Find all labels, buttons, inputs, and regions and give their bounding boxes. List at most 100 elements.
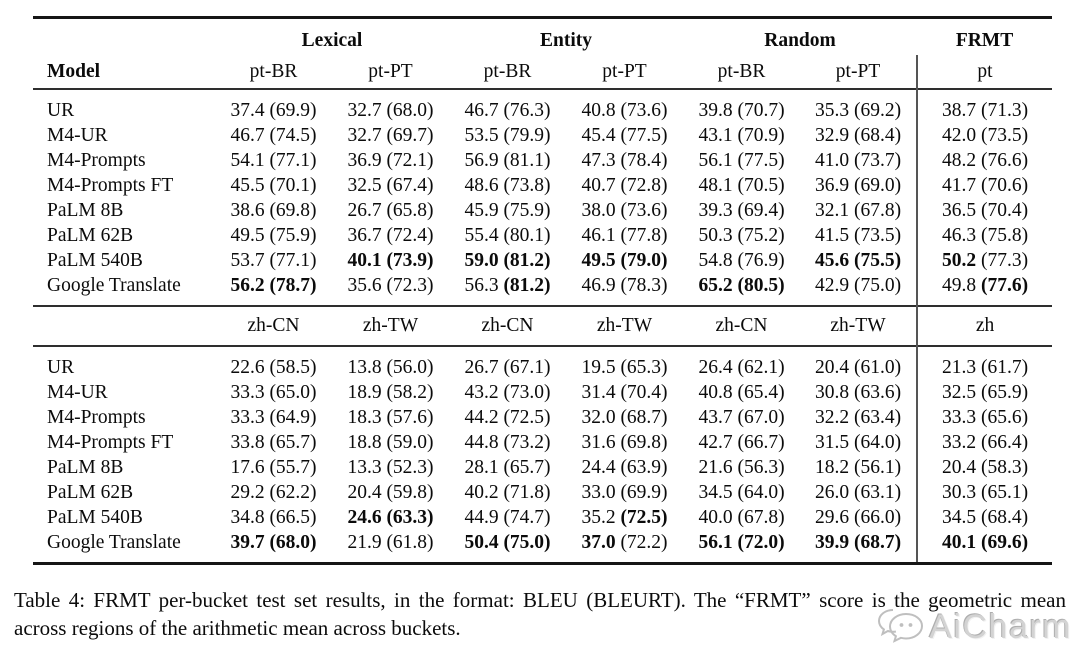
score-cell: 46.9 (78.3) <box>581 274 668 296</box>
table-row: M4-Prompts FT 33.8 (65.7) 18.8 (59.0) 44.8 … <box>33 430 1053 455</box>
score-cell: 38.6 (69.8) <box>230 199 317 221</box>
score-cell: 49.8 (77.6) <box>916 273 1053 306</box>
results-table: Lexical Entity Random FRMT Model pt-BR p… <box>33 16 1053 565</box>
model-name: PaLM 8B <box>47 199 124 221</box>
score-cell: 36.9 (69.0) <box>814 174 902 196</box>
score-cell: 46.7 (76.3) <box>464 99 551 121</box>
score-cell: 56.1 (72.0) <box>698 531 785 553</box>
score-cell: 20.4 (61.0) <box>814 356 902 378</box>
score-cell: 55.4 (80.1) <box>464 224 551 246</box>
score-cell: 40.2 (71.8) <box>464 481 551 503</box>
score-cell: 19.5 (65.3) <box>581 356 668 378</box>
model-name: M4-UR <box>47 381 108 403</box>
model-name: M4-UR <box>47 124 108 146</box>
model-name: Google Translate <box>47 531 181 553</box>
score-cell: 39.3 (69.4) <box>698 199 785 221</box>
table-row: M4-UR 46.7 (74.5) 32.7 (69.7) 53.5 (79.9) 45… <box>33 123 1053 148</box>
table-row: PaLM 540B 53.7 (77.1) 40.1 (73.9) 59.0 (81.… <box>33 248 1053 273</box>
score-cell: 42.9 (75.0) <box>814 274 902 296</box>
score-cell: 30.8 (63.6) <box>814 381 902 403</box>
score-cell: 47.3 (78.4) <box>581 149 668 171</box>
score-cell: 45.9 (75.9) <box>464 199 551 221</box>
score-cell: 48.2 (76.6) <box>916 148 1053 173</box>
score-cell: 18.2 (56.1) <box>814 456 902 478</box>
score-cell: 24.4 (63.9) <box>581 456 668 478</box>
score-cell: 50.2 (77.3) <box>916 248 1053 273</box>
score-cell: 38.0 (73.6) <box>581 199 668 221</box>
score-cell: 50.3 (75.2) <box>698 224 785 246</box>
score-cell: 31.4 (70.4) <box>581 381 668 403</box>
score-cell: 41.7 (70.6) <box>916 173 1053 198</box>
score-cell: 45.4 (77.5) <box>581 124 668 146</box>
score-cell: 45.5 (70.1) <box>230 174 317 196</box>
score-cell: 43.7 (67.0) <box>698 406 785 428</box>
score-cell: 33.2 (66.4) <box>916 430 1053 455</box>
score-cell: 32.1 (67.8) <box>814 199 902 221</box>
score-cell: 41.0 (73.7) <box>814 149 902 171</box>
score-cell: 13.3 (52.3) <box>347 456 434 478</box>
score-cell: 34.5 (64.0) <box>698 481 785 503</box>
score-cell: 43.1 (70.9) <box>698 124 785 146</box>
group-header-lexical: Lexical <box>301 29 363 51</box>
score-cell: 48.6 (73.8) <box>464 174 551 196</box>
model-name: PaLM 8B <box>47 456 124 478</box>
score-cell: 31.6 (69.8) <box>581 431 668 453</box>
zh-results-body: UR 22.6 (58.5) 13.8 (56.0) 26.7 (67.1) 19.5 … <box>33 346 1053 564</box>
score-cell: 40.1 (73.9) <box>347 249 434 271</box>
score-cell: 21.9 (61.8) <box>347 531 434 553</box>
score-cell: 46.7 (74.5) <box>230 124 317 146</box>
col-header-entity-zh-tw: zh-TW <box>596 315 653 336</box>
score-cell: 33.3 (65.0) <box>230 381 317 403</box>
score-cell: 54.1 (77.1) <box>230 149 317 171</box>
score-cell: 56.1 (77.5) <box>698 149 785 171</box>
col-header-entity-pt-br: pt-BR <box>483 60 532 82</box>
score-cell: 56.3 (81.2) <box>464 274 551 296</box>
score-cell: 37.4 (69.9) <box>230 99 317 121</box>
pt-column-header-row: Model pt-BR pt-PT pt-BR pt-PT pt-BR pt-P… <box>33 55 1053 89</box>
score-cell: 45.6 (75.5) <box>814 249 902 271</box>
table-row: M4-UR 33.3 (65.0) 18.9 (58.2) 43.2 (73.0) 31… <box>33 380 1053 405</box>
score-cell: 56.2 (78.7) <box>230 274 317 296</box>
score-cell: 44.8 (73.2) <box>464 431 551 453</box>
score-cell: 33.3 (64.9) <box>230 406 317 428</box>
table-row: Google Translate 56.2 (78.7) 35.6 (72.3) 56… <box>33 273 1053 306</box>
score-cell: 53.5 (79.9) <box>464 124 551 146</box>
score-cell: 18.8 (59.0) <box>347 431 434 453</box>
score-cell: 29.6 (66.0) <box>814 506 902 528</box>
score-cell: 32.7 (69.7) <box>347 124 434 146</box>
score-cell: 40.1 (69.6) <box>916 530 1053 564</box>
score-cell: 40.8 (65.4) <box>698 381 785 403</box>
model-name: PaLM 62B <box>47 224 134 246</box>
score-cell: 33.8 (65.7) <box>230 431 317 453</box>
zh-header-spacer <box>33 306 215 346</box>
score-cell: 49.5 (79.0) <box>581 249 668 271</box>
paper-page: Lexical Entity Random FRMT Model pt-BR p… <box>0 16 1080 657</box>
score-cell: 35.2 (72.5) <box>581 506 668 528</box>
col-header-frmt-pt: pt <box>916 55 1053 89</box>
score-cell: 24.6 (63.3) <box>347 506 434 528</box>
col-header-lexical-pt-br: pt-BR <box>249 60 298 82</box>
score-cell: 32.0 (68.7) <box>581 406 668 428</box>
score-cell: 20.4 (59.8) <box>347 481 434 503</box>
score-cell: 42.7 (66.7) <box>698 431 785 453</box>
col-header-entity-pt-pt: pt-PT <box>602 60 647 82</box>
score-cell: 48.1 (70.5) <box>698 174 785 196</box>
model-name: PaLM 62B <box>47 481 134 503</box>
score-cell: 36.5 (70.4) <box>916 198 1053 223</box>
score-cell: 32.2 (63.4) <box>814 406 902 428</box>
score-cell: 26.4 (62.1) <box>698 356 785 378</box>
pt-results-body: UR 37.4 (69.9) 32.7 (68.0) 46.7 (76.3) 40.8 … <box>33 89 1053 306</box>
model-name: UR <box>47 99 75 121</box>
group-header-frmt: FRMT <box>955 29 1014 51</box>
table-row: M4-Prompts FT 45.5 (70.1) 32.5 (67.4) 48.6 … <box>33 173 1053 198</box>
model-name: M4-Prompts <box>47 149 146 171</box>
table-row: UR 22.6 (58.5) 13.8 (56.0) 26.7 (67.1) 19.5 … <box>33 346 1053 380</box>
col-header-random-pt-pt: pt-PT <box>835 60 881 82</box>
model-name: UR <box>47 356 75 378</box>
score-cell: 46.3 (75.8) <box>916 223 1053 248</box>
col-header-random-pt-br: pt-BR <box>717 60 766 82</box>
score-cell: 21.3 (61.7) <box>916 346 1053 380</box>
score-cell: 42.0 (73.5) <box>916 123 1053 148</box>
score-cell: 29.2 (62.2) <box>230 481 317 503</box>
col-header-lexical-pt-pt: pt-PT <box>368 60 413 82</box>
